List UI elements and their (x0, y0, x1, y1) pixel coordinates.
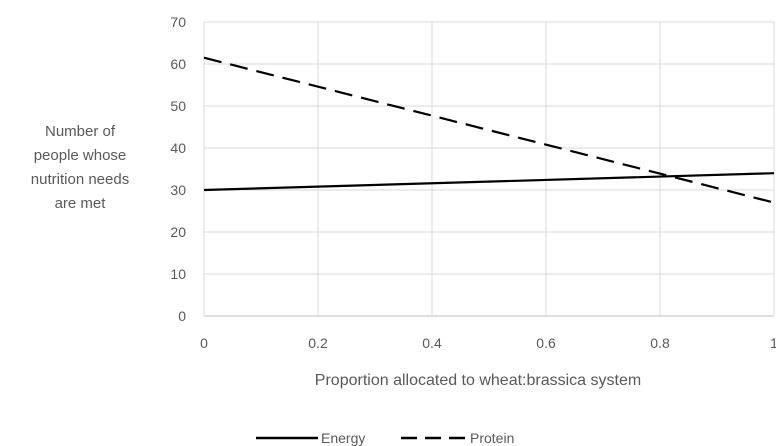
y-tick-label: 50 (170, 98, 186, 114)
y-tick-label: 0 (178, 308, 186, 324)
y-axis-ticks: 0 10 20 30 40 50 60 70 (170, 14, 186, 324)
y-tick-label: 20 (170, 224, 186, 240)
y-axis-title: Number of people whose nutrition needs a… (0, 120, 160, 216)
x-tick-label: 0.4 (422, 335, 442, 351)
y-tick-label: 60 (170, 56, 186, 72)
x-tick-label: 0.6 (536, 335, 556, 351)
y-axis-title-line-2: people whose (33, 147, 127, 164)
legend-label-energy: Energy (321, 430, 365, 446)
gridlines (203, 21, 775, 317)
series-lines (203, 56, 775, 204)
y-tick-label: 30 (170, 182, 186, 198)
x-axis-title: Proportion allocated to wheat:brassica s… (315, 372, 641, 389)
x-tick-label: 1 (770, 335, 776, 351)
y-axis-title-line-1: Number of (44, 123, 116, 140)
x-tick-label: 0 (200, 335, 208, 351)
legend-label-protein: Protein (470, 430, 514, 446)
y-tick-label: 10 (170, 266, 186, 282)
series-line-protein (203, 56, 775, 204)
x-tick-label: 0.8 (650, 335, 670, 351)
series-line-energy (203, 172, 775, 192)
x-tick-label: 0.2 (308, 335, 328, 351)
y-axis-title-line-4: are met (54, 195, 106, 212)
x-axis-ticks: 0 0.2 0.4 0.6 0.8 1 (200, 335, 776, 351)
y-tick-label: 40 (170, 140, 186, 156)
y-tick-label: 70 (170, 14, 186, 30)
y-axis-title-line-3: nutrition needs (30, 171, 130, 188)
legend: Energy Protein (256, 430, 514, 446)
